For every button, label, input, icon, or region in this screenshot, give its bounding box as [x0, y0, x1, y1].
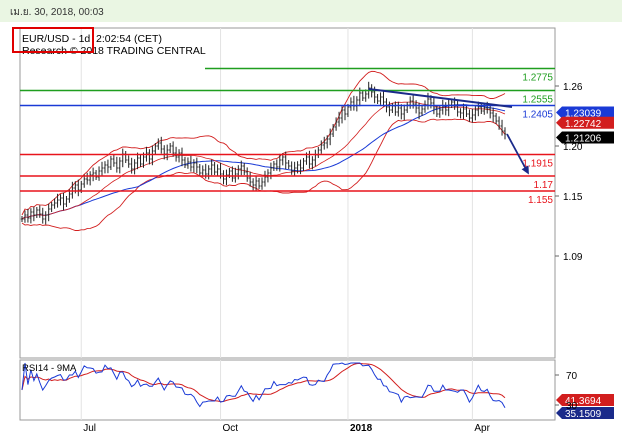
- rsi-title: RSI14 - 9MA: [22, 363, 77, 374]
- y-tick-label: 1.15: [563, 192, 583, 203]
- trendline: [368, 88, 513, 108]
- y-tick-label: 1.20: [563, 142, 583, 153]
- bollinger-upper: [21, 70, 506, 216]
- y-tick-label: 1.26: [563, 82, 583, 93]
- vertical-grid: Jul Oct 2018 Apr: [80, 28, 491, 434]
- symbol-highlight-box: [12, 27, 94, 53]
- level-label: 1.17: [534, 180, 554, 191]
- level-label: 1.155: [528, 195, 553, 206]
- date-bar: เม.ย. 30, 2018, 00:03: [0, 0, 622, 22]
- level-lines: 1.2775 1.2555 1.2405 1.1915 1.17 1.155: [20, 67, 555, 206]
- rsi-series: 70 30: [21, 362, 578, 412]
- price-tag: [556, 407, 614, 419]
- symbol-label: EUR/USD - 1d: [22, 33, 90, 45]
- level-label: 1.2405: [522, 110, 553, 121]
- price-tag-label: 35.1509: [565, 409, 602, 420]
- rsi-panel: [19, 359, 556, 421]
- rsi-y-tick-label: 30: [566, 401, 578, 412]
- price-tag: [556, 116, 614, 129]
- y-tick-label: 1.09: [563, 252, 583, 263]
- rsi-y-tick-label: 70: [566, 371, 578, 382]
- rsi-line: [21, 362, 506, 408]
- x-tick-label: 2018: [350, 423, 373, 434]
- price-tag-label: 41.3694: [565, 396, 602, 407]
- x-tick-label: Oct: [223, 423, 239, 434]
- price-tag: [556, 394, 614, 406]
- level-label: 1.2555: [522, 95, 553, 106]
- price-tag: [556, 106, 614, 119]
- projection-arrowhead: [521, 165, 529, 175]
- x-tick-label: Jul: [83, 423, 96, 434]
- price-tag: [556, 131, 614, 144]
- level-label: 1.2775: [522, 73, 553, 84]
- projection-arrow: [506, 133, 528, 172]
- time-label: 2:02:54 (CET): [96, 33, 162, 45]
- research-label: Research © 2018 TRADING CENTRAL: [22, 45, 206, 57]
- date-text: เม.ย. 30, 2018, 00:03: [10, 7, 104, 18]
- price-tag-label: 1.21206: [565, 134, 602, 145]
- level-label: 1.1915: [522, 159, 553, 170]
- axis-ticks: 1.26 1.20 1.15 1.09: [555, 82, 583, 263]
- price-tag-label: 1.22742: [565, 119, 602, 130]
- x-tick-label: Apr: [474, 423, 490, 434]
- price-tag-label: 1.23039: [565, 109, 602, 120]
- price-bars: [20, 81, 507, 225]
- ma-line: [21, 104, 506, 220]
